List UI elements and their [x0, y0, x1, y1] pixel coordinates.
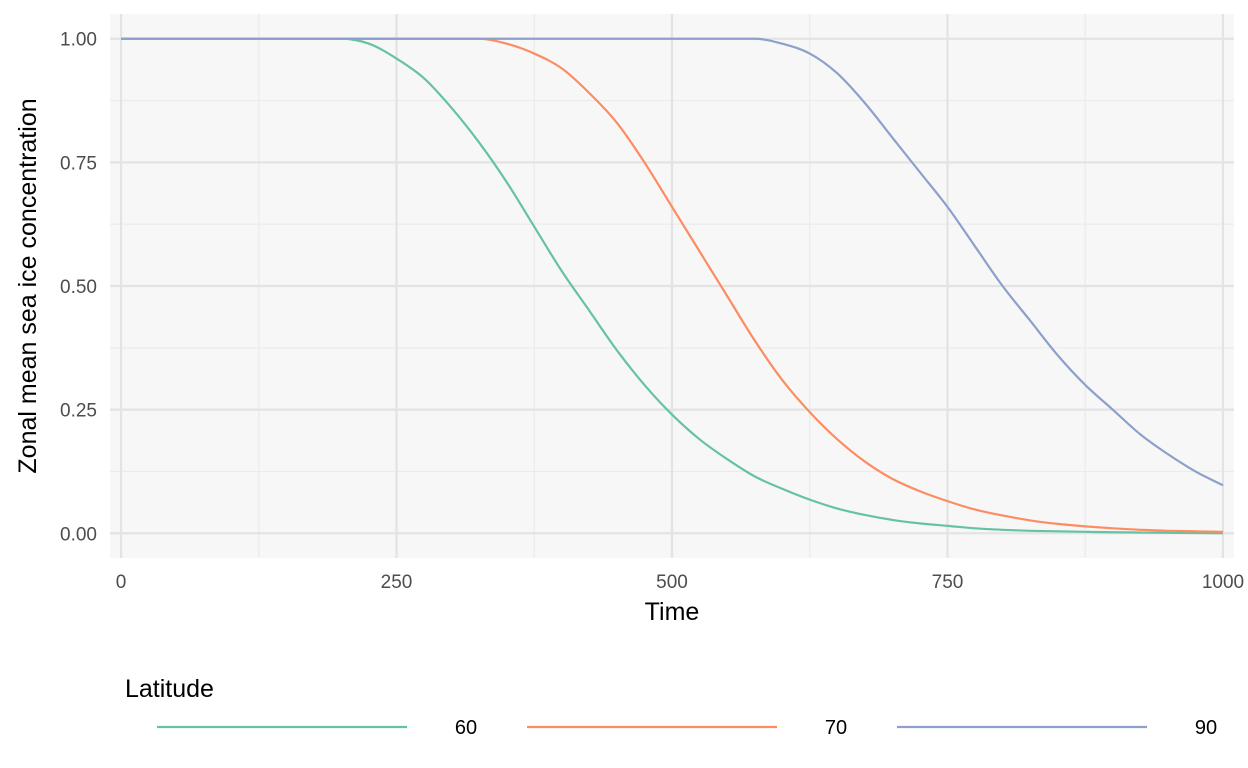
x-axis-tick-labels: 0 250 500 750 1000 [116, 572, 1244, 593]
x-tick-label: 0 [116, 572, 127, 593]
legend-item-90: 90 [897, 717, 1217, 739]
x-tick-label: 500 [656, 572, 688, 593]
y-axis-tick-labels: 0.00 0.25 0.50 0.75 1.00 [60, 30, 97, 546]
y-tick-label: 0.00 [60, 524, 97, 545]
x-tick-label: 1000 [1202, 572, 1244, 593]
x-tick-label: 750 [932, 572, 964, 593]
series-line-90 [121, 37, 1224, 487]
legend-items: 60 70 90 [157, 717, 1217, 739]
series-lines [121, 37, 1224, 535]
legend-label-60: 60 [455, 717, 477, 739]
legend: Latitude 60 70 90 [125, 675, 1217, 739]
y-axis-title: Zonal mean sea ice concentration [14, 98, 42, 473]
legend-label-90: 90 [1195, 717, 1217, 739]
x-tick-label: 250 [381, 572, 413, 593]
legend-item-60: 60 [157, 717, 477, 739]
series-line-60 [121, 37, 1223, 535]
y-tick-label: 0.50 [60, 277, 97, 298]
y-tick-label: 0.25 [60, 401, 97, 422]
y-tick-label: 0.75 [60, 153, 97, 174]
x-axis-title: Time [645, 598, 700, 626]
legend-label-70: 70 [825, 717, 847, 739]
legend-item-70: 70 [527, 717, 847, 739]
legend-title: Latitude [125, 675, 214, 703]
y-tick-label: 1.00 [60, 30, 97, 51]
